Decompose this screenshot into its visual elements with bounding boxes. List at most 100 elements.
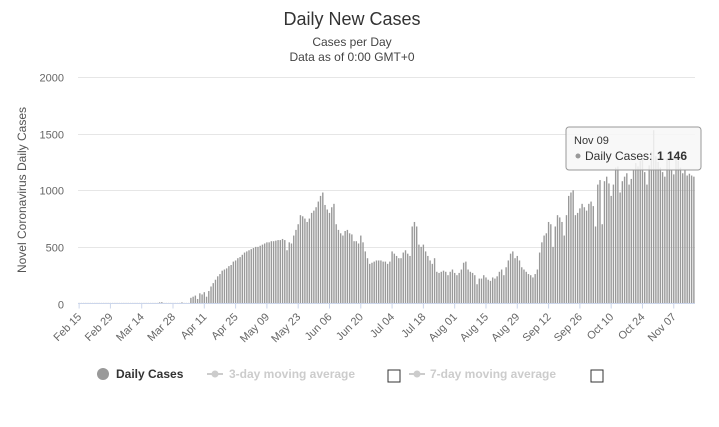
bar: [205, 296, 208, 304]
bar: [319, 195, 322, 304]
bar: [214, 279, 217, 304]
bar: [306, 221, 308, 304]
bar: [496, 276, 498, 304]
chart-title: Daily New Cases: [283, 9, 420, 29]
legend-item-7-day-average[interactable]: 7-day moving average: [409, 367, 556, 381]
bar: [583, 207, 586, 304]
bar: [190, 297, 192, 304]
bar: [228, 266, 230, 304]
bar: [339, 233, 342, 304]
bar: [161, 302, 163, 304]
bar: [664, 176, 666, 304]
bar: [503, 275, 505, 304]
bar: [194, 295, 197, 304]
legend-7-day-checkbox[interactable]: [590, 369, 604, 383]
bar: [375, 260, 378, 304]
bar: [545, 233, 548, 304]
tooltip-series-dot: [575, 153, 581, 159]
bar: [538, 252, 541, 304]
legend-3-day-marker: [211, 370, 219, 378]
bar: [606, 176, 608, 304]
x-tick-label: Feb 29: [83, 311, 116, 344]
bar: [391, 251, 393, 304]
bar: [498, 271, 501, 304]
grid-lines: [78, 77, 695, 248]
bar: [386, 263, 389, 304]
x-tick-label: Jul 18: [399, 311, 428, 340]
bar: [404, 250, 407, 304]
bar: [409, 255, 411, 304]
bar: [429, 260, 431, 304]
legend-item-3-day-average[interactable]: 3-day moving average: [207, 367, 355, 381]
bar: [366, 258, 369, 304]
bar: [666, 158, 668, 304]
y-tick-label: 2000: [40, 73, 64, 85]
legend-item-daily-cases[interactable]: Daily Cases: [97, 367, 184, 381]
bar: [371, 262, 373, 304]
bar: [348, 233, 351, 304]
bar: [621, 181, 624, 304]
x-tick-label: Mar 14: [114, 311, 147, 344]
bar: [487, 279, 489, 304]
bar: [469, 271, 472, 304]
x-tick-label: May 23: [269, 311, 303, 345]
bar: [373, 261, 375, 304]
bar: [521, 267, 523, 304]
bar: [243, 252, 246, 304]
y-tick-label: 500: [46, 243, 64, 255]
bar: [635, 163, 637, 304]
bar: [550, 224, 552, 304]
bar: [559, 217, 561, 304]
bar: [541, 242, 543, 304]
bar: [295, 229, 297, 304]
bar: [196, 298, 199, 304]
bar: [346, 229, 349, 304]
bar: [494, 278, 496, 304]
bar: [682, 173, 684, 304]
bar: [512, 251, 514, 304]
bar: [641, 156, 644, 304]
bar: [652, 130, 655, 304]
bar: [648, 165, 650, 304]
bar: [263, 243, 266, 304]
bar: [449, 271, 451, 304]
legend-3-day-checkbox[interactable]: [387, 369, 401, 383]
tooltip: Nov 09 Daily Cases: 1 146: [565, 126, 702, 171]
bar: [644, 172, 646, 304]
bar: [474, 275, 476, 304]
bar: [326, 209, 328, 304]
bar: [534, 274, 536, 304]
bar: [344, 231, 346, 304]
bar: [284, 240, 286, 304]
y-tick-label: 1000: [40, 186, 64, 198]
bar: [208, 291, 210, 304]
bar: [588, 203, 590, 304]
bar: [324, 204, 326, 304]
x-tick-label: Aug 29: [489, 311, 522, 344]
bar: [532, 277, 534, 304]
bar: [389, 261, 391, 304]
bar: [384, 261, 387, 304]
bar: [507, 260, 510, 304]
bar: [458, 272, 460, 304]
y-axis-label: Novel Coronavirus Daily Cases: [15, 107, 29, 273]
bar: [612, 184, 615, 304]
bar: [523, 269, 525, 304]
bar: [610, 195, 612, 304]
tooltip-value: 1 146: [657, 149, 687, 163]
bar: [592, 206, 594, 304]
bar: [237, 258, 239, 304]
bar: [277, 240, 279, 304]
bar: [266, 242, 268, 304]
x-tick-label: Aug 15: [458, 311, 491, 344]
bar: [407, 253, 409, 304]
x-tick-label: Jun 06: [303, 311, 335, 343]
bar: [427, 255, 429, 304]
bar: [585, 210, 588, 304]
bar: [608, 183, 610, 304]
bar: [232, 261, 235, 304]
bar: [650, 151, 653, 304]
bar: [478, 278, 480, 304]
bar: [668, 156, 670, 304]
bar: [661, 172, 664, 304]
